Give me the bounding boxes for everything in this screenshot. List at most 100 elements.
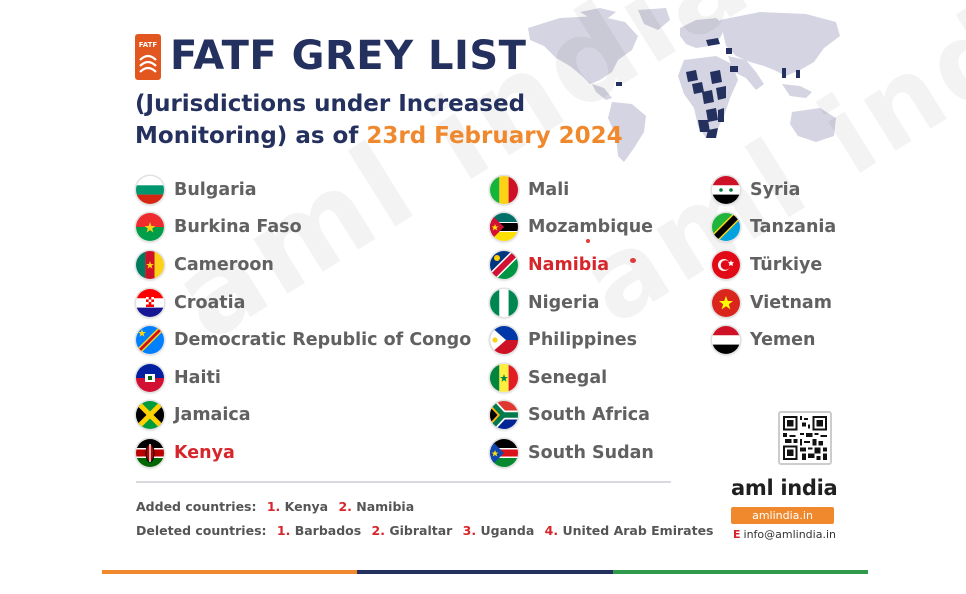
added-label: Added countries: — [136, 499, 257, 514]
subtitle-prefix: Monitoring) as of — [135, 123, 367, 149]
bar-segment-green — [612, 570, 868, 574]
country-name: Yemen — [750, 330, 816, 351]
note-number: 3. — [462, 523, 477, 538]
decorative-dot — [630, 258, 636, 263]
tanzania-flag — [712, 213, 740, 242]
country-name: Cameroon — [174, 254, 274, 275]
bottom-color-bar — [102, 570, 868, 574]
added-countries-note: Added countries: 1. Kenya 2. Namibia — [136, 499, 414, 514]
divider — [136, 481, 671, 483]
brand-url[interactable]: amlindia.in — [731, 507, 834, 524]
email-address[interactable]: info@amlindia.in — [743, 528, 836, 541]
subtitle-date: 23rd February 2024 — [366, 123, 623, 149]
decorative-dot — [586, 239, 590, 243]
deleted-countries-note: Deleted countries: 1. Barbados 2. Gibral… — [136, 523, 714, 538]
world-map — [528, 8, 840, 162]
namibia-flag — [490, 250, 518, 279]
bar-segment-navy — [357, 570, 613, 574]
subtitle-line-1: (Jurisdictions under Increased — [135, 91, 526, 117]
country-row: Bulgaria — [136, 171, 471, 209]
country-name: South Sudan — [528, 442, 654, 463]
country-row: Philippines — [490, 321, 654, 359]
country-row: Haiti — [136, 359, 471, 397]
note-country: Uganda — [480, 523, 535, 538]
country-row: Yemen — [712, 321, 836, 359]
country-name: Nigeria — [528, 292, 600, 313]
yemen-flag — [712, 326, 740, 355]
country-name: Philippines — [528, 330, 638, 351]
country-name: Democratic Republic of Congo — [174, 330, 472, 351]
country-name-added: Namibia — [528, 254, 610, 275]
philippines-flag — [490, 326, 518, 355]
country-column-3: Syria Tanzania Türkiye Vietnam Yemen — [712, 171, 836, 359]
haiti-flag — [136, 363, 164, 392]
country-row: Syria — [712, 171, 836, 209]
country-row: Nigeria — [490, 284, 654, 322]
senegal-flag — [490, 363, 518, 392]
country-name: Vietnam — [750, 292, 832, 313]
country-row: Jamaica — [136, 397, 471, 435]
country-name: Syria — [750, 179, 801, 200]
country-row: Senegal — [490, 359, 654, 397]
country-row: Cameroon — [136, 246, 471, 284]
country-row: Mozambique — [490, 209, 654, 247]
nigeria-flag — [490, 288, 518, 317]
country-name: Haiti — [174, 367, 221, 388]
note-number: 2. — [371, 523, 385, 538]
drc-flag — [136, 326, 164, 355]
country-row: Tanzania — [712, 209, 836, 247]
note-country: Barbados — [294, 523, 362, 538]
note-number: 4. — [544, 523, 559, 538]
note-number: 1. — [266, 499, 281, 514]
bar-segment-orange — [102, 570, 358, 574]
cameroon-flag — [136, 250, 164, 279]
syria-flag — [712, 175, 740, 204]
country-row: Burkina Faso — [136, 209, 471, 247]
country-name: Mozambique — [528, 217, 654, 238]
note-number: 2. — [338, 499, 352, 514]
country-name: Croatia — [174, 292, 246, 313]
country-name: Senegal — [528, 367, 608, 388]
croatia-flag — [136, 288, 164, 317]
south-sudan-flag — [490, 438, 518, 467]
mali-flag — [490, 175, 518, 204]
subtitle-line-2: Monitoring) as of 23rd February 2024 — [135, 120, 623, 152]
south-africa-flag — [490, 401, 518, 430]
country-name: Tanzania — [750, 217, 837, 238]
country-row: Kenya — [136, 434, 471, 472]
note-country: Kenya — [284, 499, 329, 514]
jamaica-flag — [136, 401, 164, 430]
country-name: Mali — [528, 179, 570, 200]
deleted-label: Deleted countries: — [136, 523, 267, 538]
mozambique-flag — [490, 213, 518, 242]
bulgaria-flag — [136, 175, 164, 204]
country-name: Bulgaria — [174, 179, 257, 200]
country-row: Namibia — [490, 246, 654, 284]
burkina-faso-flag — [136, 213, 164, 242]
country-row: Mali — [490, 171, 654, 209]
country-row: Vietnam — [712, 284, 836, 322]
country-name: South Africa — [528, 405, 650, 426]
country-column-1: Bulgaria Burkina Faso Cameroon Croatia D… — [136, 171, 471, 472]
fatf-logo: FATF — [135, 34, 161, 80]
country-name: Jamaica — [174, 405, 251, 426]
country-row: Democratic Republic of Congo — [136, 321, 471, 359]
country-column-2: Mali Mozambique Namibia Nigeria Philippi… — [490, 171, 654, 472]
logo-text: FATF — [139, 41, 158, 49]
page-subtitle: (Jurisdictions under Increased Monitorin… — [135, 88, 623, 152]
country-row: Türkiye — [712, 246, 836, 284]
country-name: Türkiye — [750, 254, 823, 275]
qr-code — [778, 411, 832, 465]
country-row: South Africa — [490, 397, 654, 435]
note-country: Namibia — [356, 499, 415, 514]
country-row: South Sudan — [490, 434, 654, 472]
country-name: Burkina Faso — [174, 217, 302, 238]
note-country: United Arab Emirates — [562, 523, 714, 538]
brand-name: aml india — [731, 476, 838, 500]
email-label: E — [733, 528, 741, 541]
note-number: 1. — [276, 523, 291, 538]
turkiye-flag — [712, 250, 740, 279]
country-name-added: Kenya — [174, 442, 235, 463]
